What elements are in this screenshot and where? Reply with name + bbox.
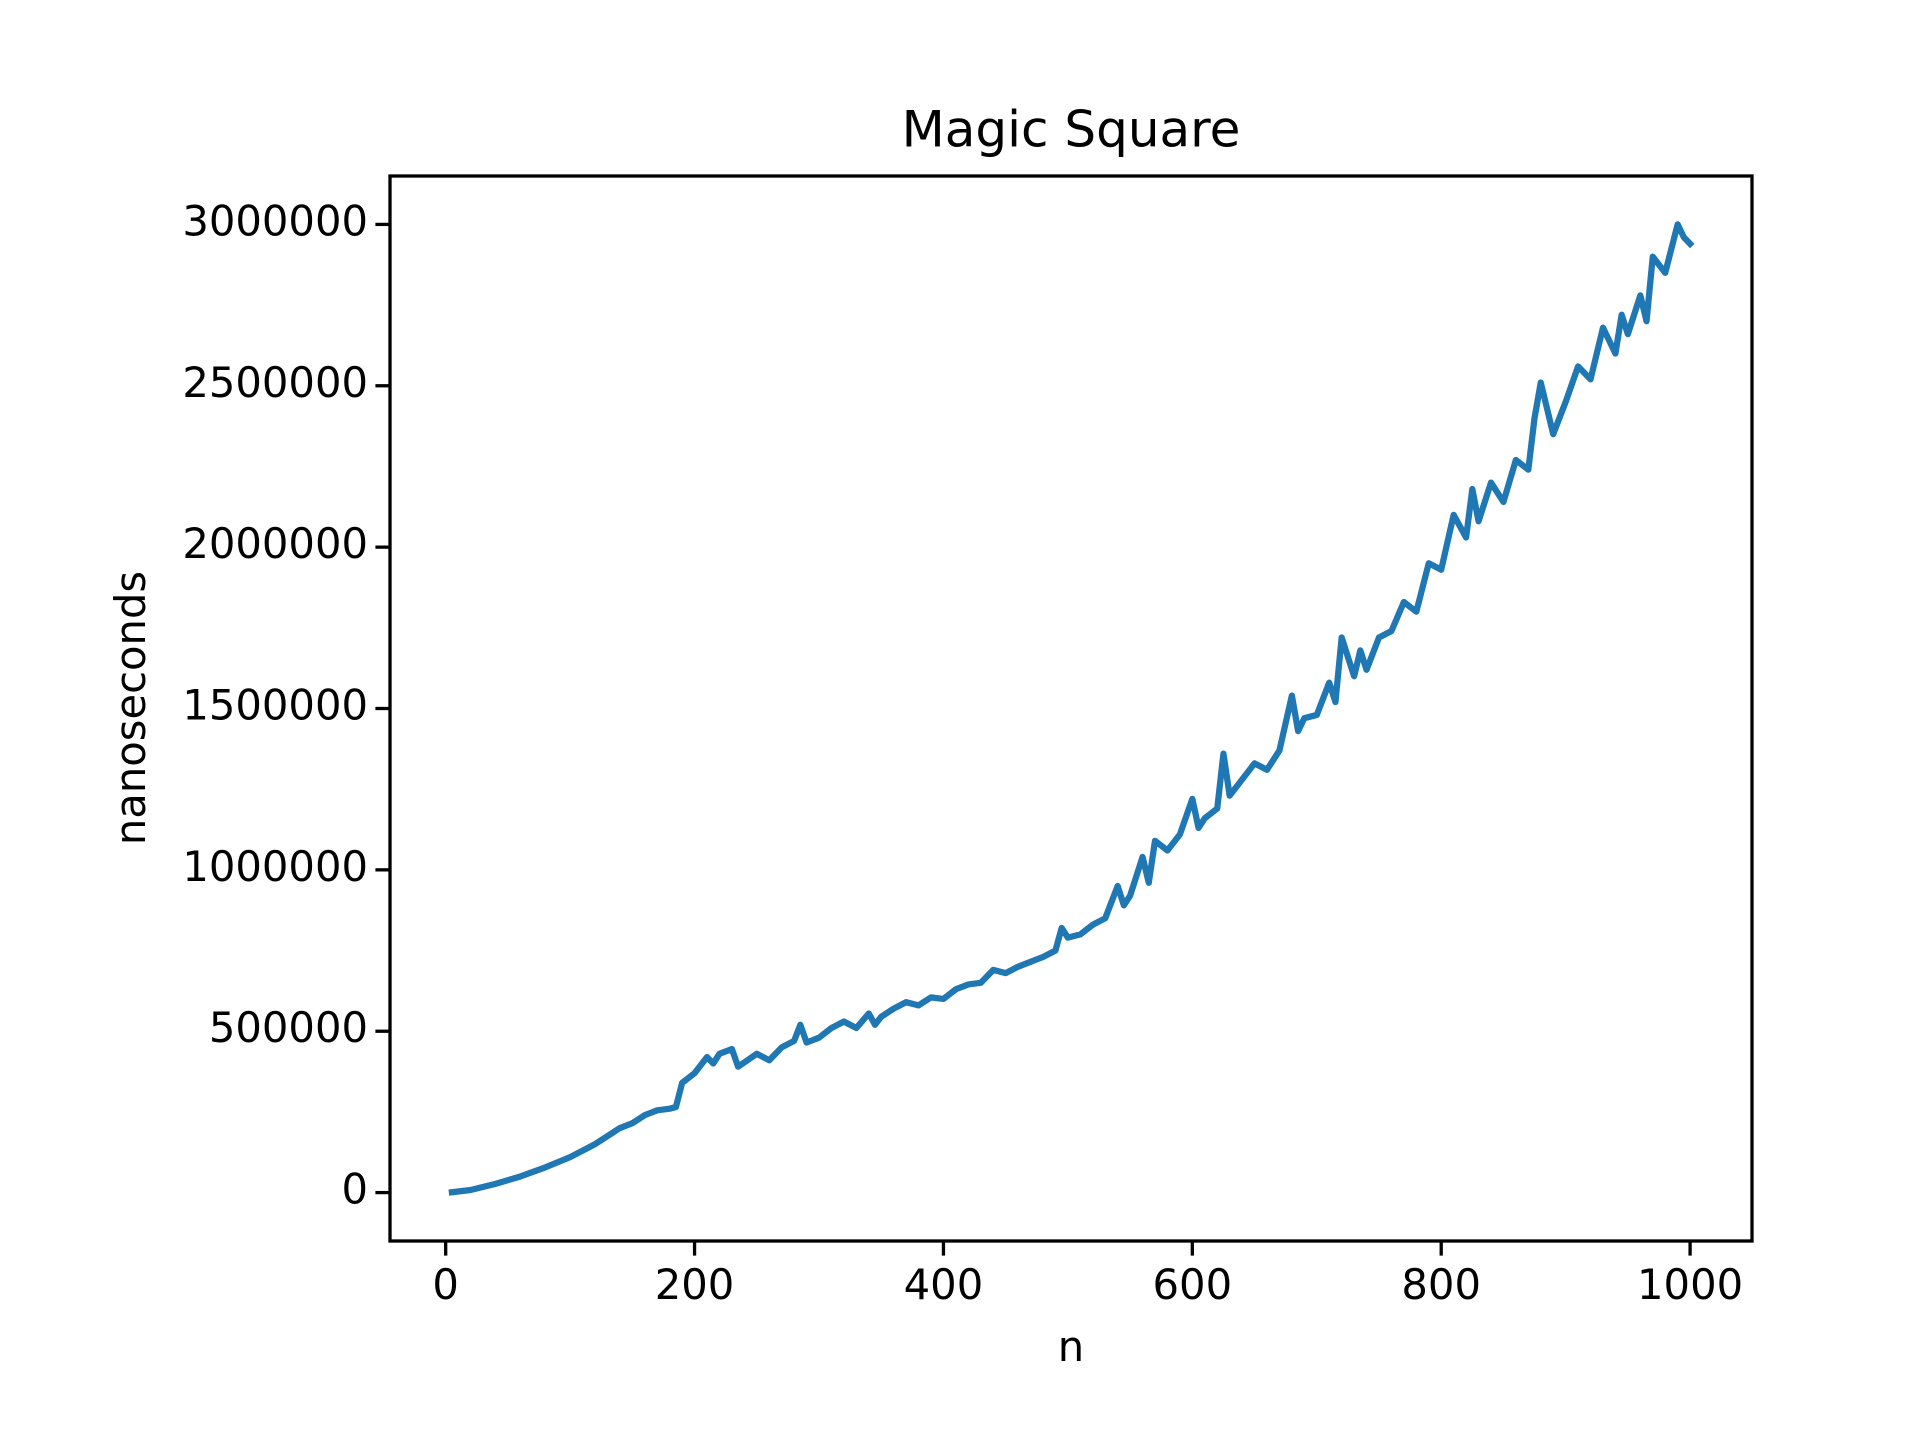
y-tick-label: 2000000 [182,519,368,568]
y-tick-label: 3000000 [182,196,368,245]
x-tick-label: 400 [904,1260,984,1309]
y-tick-label: 1000000 [182,842,368,891]
x-axis-label: n [1058,1322,1084,1371]
y-tick-label: 0 [341,1165,368,1214]
y-tick-label: 500000 [209,1003,368,1052]
plot-frame [388,174,1754,1243]
chart-title: Magic Square [902,101,1241,159]
x-tick-label: 600 [1153,1260,1233,1309]
data-line [448,221,1695,1196]
y-axis-label: nanoseconds [106,571,155,845]
y-tick-label: 1500000 [182,681,368,730]
y-tick-label: 2500000 [182,358,368,407]
x-tick-label: 200 [655,1260,735,1309]
x-tick-label: 800 [1401,1260,1481,1309]
x-tick-label: 0 [432,1260,459,1309]
x-tick-label: 1000 [1637,1260,1743,1309]
